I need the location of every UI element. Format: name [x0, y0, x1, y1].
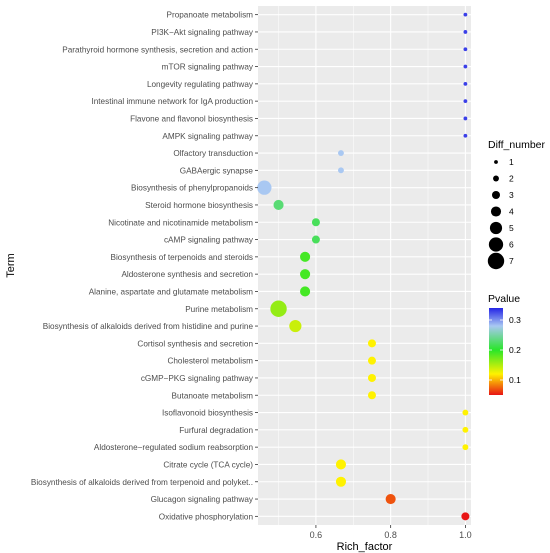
colorbar-label: 0.3	[509, 315, 521, 325]
data-point	[311, 218, 320, 227]
term-label: Nicotinate and nicotinamide metabolism	[108, 218, 253, 227]
data-point	[462, 426, 469, 433]
term-label: Steroid hormone biosynthesis	[145, 201, 253, 210]
size-legend-dot	[490, 206, 502, 217]
data-point	[462, 444, 469, 451]
term-label: Biosynthesis of alkaloids derived from h…	[43, 322, 254, 331]
data-point	[385, 494, 396, 505]
size-legend: Diff_number 1 2 3 4 5 6 7	[487, 139, 546, 270]
data-point	[463, 64, 468, 69]
term-label: cGMP−PKG signaling pathway	[141, 374, 254, 383]
term-label: Flavone and flavonol biosynthesis	[130, 114, 253, 123]
term-label: Parathyroid hormone synthesis, secretion…	[62, 45, 253, 54]
term-label: Biosynthesis of phenylpropanoids	[131, 184, 253, 193]
data-point	[257, 180, 272, 195]
term-label: Furfural degradation	[179, 426, 253, 435]
term-label: Butanoate metabolism	[172, 391, 254, 400]
data-point	[335, 459, 347, 470]
x-axis: 0.6 0.8 1.0	[310, 525, 472, 540]
colorbar-label: 0.2	[509, 345, 521, 355]
size-legend-dot	[494, 160, 498, 164]
data-point	[311, 235, 320, 244]
data-point	[463, 30, 468, 34]
data-point	[367, 339, 376, 348]
size-legend-label: 5	[509, 223, 514, 233]
x-tick-label: 1.0	[459, 530, 472, 540]
term-label: Intestinal immune network for IgA produc…	[91, 97, 253, 106]
data-point	[338, 150, 344, 156]
size-legend-label: 6	[509, 240, 514, 250]
data-point	[461, 512, 470, 521]
colorbar-label: 0.1	[509, 375, 521, 385]
term-label: Cortisol synthesis and secretion	[137, 339, 253, 348]
data-point	[463, 99, 468, 104]
term-label: Olfactory transduction	[173, 149, 253, 158]
data-point	[300, 251, 311, 262]
y-axis: Propanoate metabolism PI3K−Akt signaling …	[31, 11, 258, 521]
y-axis-title: Term	[5, 253, 17, 277]
grid-lines	[258, 6, 471, 525]
term-label: mTOR signaling pathway	[162, 63, 254, 72]
size-legend-dot	[493, 175, 499, 182]
size-legend-dot	[489, 221, 503, 235]
x-tick-label: 0.6	[310, 530, 323, 540]
term-label: Alanine, aspartate and glutamate metabol…	[89, 287, 253, 296]
data-points	[257, 12, 470, 521]
size-legend-label: 2	[509, 174, 514, 184]
term-label: Oxidative phosphorylation	[159, 512, 254, 521]
color-legend-title: Pvalue	[488, 293, 520, 305]
data-point	[338, 167, 344, 174]
data-point	[463, 12, 468, 17]
data-point	[462, 409, 469, 416]
term-label: AMPK signaling pathway	[162, 132, 253, 141]
size-legend-label: 4	[509, 207, 514, 217]
data-point	[367, 391, 376, 400]
size-legend-label: 3	[509, 190, 514, 200]
term-label: Purine metabolism	[185, 305, 253, 314]
term-label: Citrate cycle (TCA cycle)	[163, 460, 253, 469]
data-point	[289, 319, 302, 333]
term-label: Biosynthesis of terpenoids and steroids	[111, 253, 253, 262]
data-point	[463, 47, 468, 52]
term-label: GABAergic synapse	[180, 166, 254, 175]
size-legend-label: 7	[509, 256, 514, 266]
term-label: PI3K−Akt signaling pathway	[151, 28, 254, 37]
term-label: Isoflavonoid biosynthesis	[162, 409, 253, 418]
data-point	[367, 356, 376, 365]
term-label: cAMP signaling pathway	[164, 236, 254, 245]
size-legend-dot	[487, 252, 505, 270]
data-point	[300, 269, 311, 280]
size-legend-label: 1	[509, 157, 514, 167]
size-legend-title: Diff_number	[488, 139, 546, 151]
plot-panel	[258, 6, 471, 525]
color-legend: Pvalue 0.1 0.2 0.3	[488, 293, 521, 395]
term-label: Biosynthesis of alkaloids derived from t…	[31, 478, 253, 487]
data-point	[367, 373, 376, 382]
term-label: Aldosterone synthesis and secretion	[121, 270, 253, 279]
term-label: Cholesterol metabolism	[167, 357, 253, 366]
data-point	[270, 300, 287, 317]
data-point	[335, 476, 347, 487]
data-point	[463, 116, 468, 121]
data-point	[463, 133, 468, 138]
term-label: Glucagon signaling pathway	[151, 495, 254, 504]
x-tick-label: 0.8	[384, 530, 397, 540]
size-legend-dot	[492, 191, 500, 199]
data-point	[273, 199, 284, 210]
x-axis-title: Rich_factor	[337, 541, 393, 553]
data-point	[300, 286, 311, 297]
data-point	[463, 81, 468, 86]
size-legend-dot	[488, 237, 504, 252]
term-label: Longevity regulating pathway	[147, 80, 254, 89]
colorbar	[489, 308, 503, 395]
term-label: Aldosterone−regulated sodium reabsorptio…	[94, 443, 254, 452]
term-label: Propanoate metabolism	[167, 11, 254, 20]
